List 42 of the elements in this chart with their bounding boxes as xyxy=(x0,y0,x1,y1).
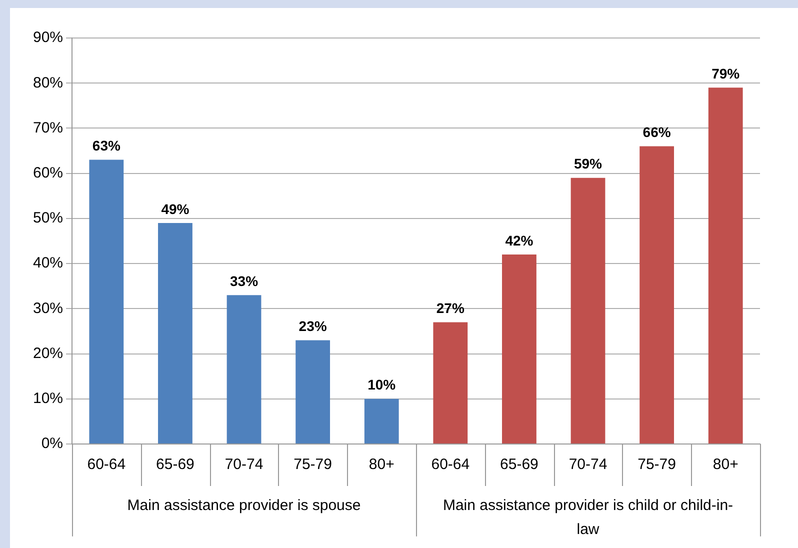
y-tick-label: 10% xyxy=(32,390,64,408)
bar xyxy=(89,160,124,444)
data-label: 66% xyxy=(642,124,672,140)
text: Main assistance provider is child or child-in-law xyxy=(442,497,734,538)
x-tick-label: 70-74 xyxy=(224,456,264,474)
y-tick-label: 80% xyxy=(32,74,64,92)
data-label: 49% xyxy=(161,200,190,217)
data-label: 59% xyxy=(574,156,603,172)
y-tick-label: 50% xyxy=(32,210,64,227)
data-label: 10% xyxy=(368,376,396,393)
x-tick-label: 65-69 xyxy=(156,456,194,474)
x-tick-label: 70-74 xyxy=(568,456,608,474)
x-tick-label: 80+ xyxy=(712,456,739,474)
bar xyxy=(570,178,606,444)
bar xyxy=(640,146,674,444)
bar xyxy=(708,88,743,444)
x-tick-label: 75-79 xyxy=(294,456,332,474)
bar xyxy=(296,340,330,444)
data-label: 63% xyxy=(92,138,121,154)
bar xyxy=(433,322,468,444)
bar xyxy=(364,398,399,444)
bar xyxy=(226,295,262,444)
y-tick-label: 90% xyxy=(32,29,64,46)
data-label: 23% xyxy=(298,318,328,334)
y-tick-label: 40% xyxy=(32,254,64,272)
y-tick-label: 60% xyxy=(32,164,64,182)
text: Main assistance provider is spouse xyxy=(127,497,361,514)
data-label: 27% xyxy=(436,300,465,316)
x-tick-label: 80+ xyxy=(368,456,395,474)
bar xyxy=(502,254,536,444)
x-tick-label: 65-69 xyxy=(500,456,538,474)
data-label: 79% xyxy=(712,65,740,82)
y-tick-label: 70% xyxy=(32,119,64,136)
data-label: 42% xyxy=(505,232,534,248)
y-tick-label: 0% xyxy=(41,435,64,452)
x-tick-label: 60-64 xyxy=(87,456,126,474)
y-tick-label: 20% xyxy=(32,344,64,362)
data-label: 33% xyxy=(230,272,259,289)
bar xyxy=(158,222,192,444)
x-tick-label: 60-64 xyxy=(431,456,470,474)
y-tick-label: 30% xyxy=(32,300,64,317)
x-tick-label: 75-79 xyxy=(638,456,676,474)
